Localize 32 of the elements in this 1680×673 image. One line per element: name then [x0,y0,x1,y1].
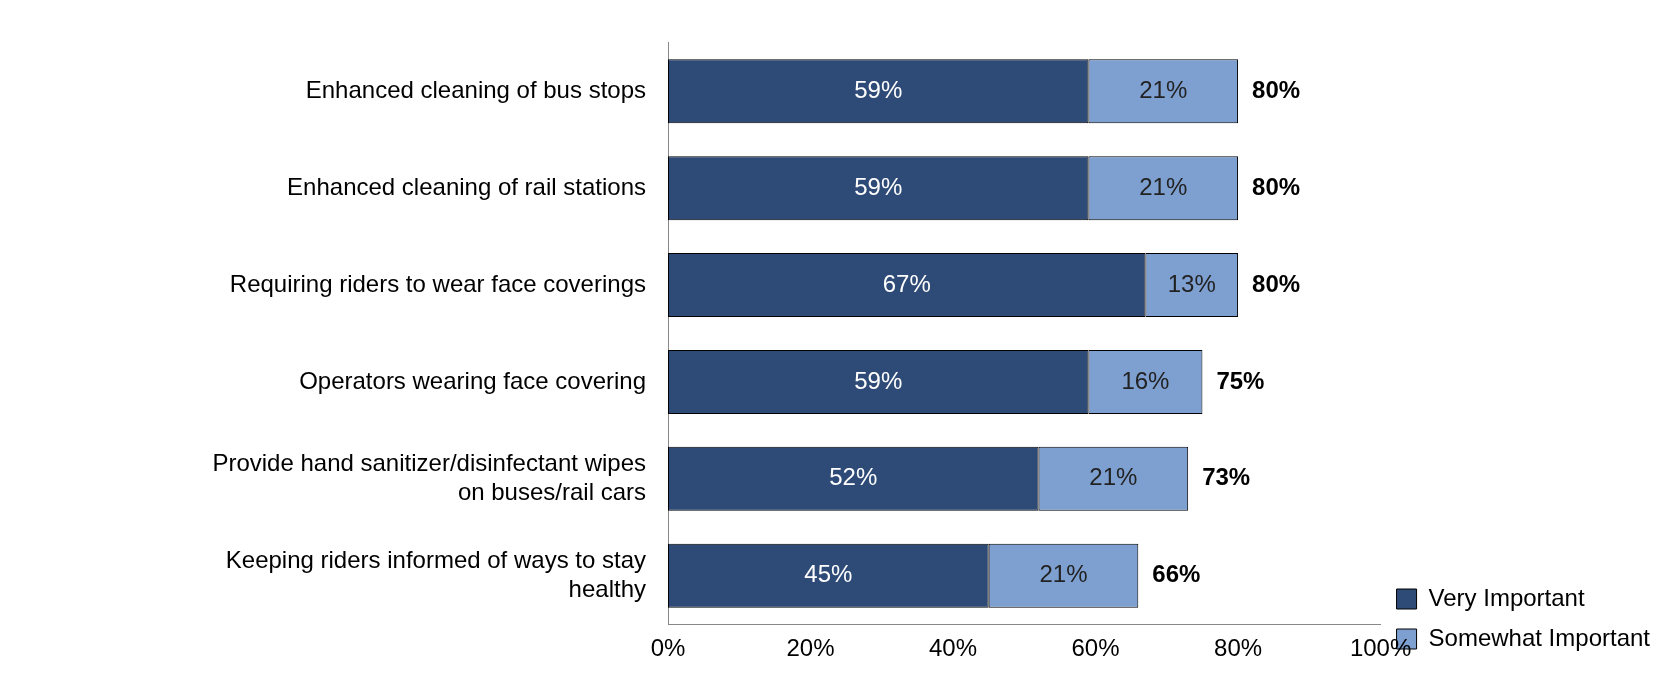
x-tick-label: 20% [786,634,835,662]
legend-label: Somewhat Important [1428,623,1651,651]
y-tick-label: Provide hand sanitizer/disinfectant wipes on buses/rail cars [212,449,646,505]
total-label: 75% [1216,366,1265,394]
total-label: 80% [1252,75,1301,103]
y-tick-label: Enhanced cleaning of rail stations [287,172,646,200]
data-label: 21% [1089,463,1138,491]
data-label: 67% [882,269,931,297]
data-label: 21% [1139,75,1188,103]
y-tick-label: Enhanced cleaning of bus stops [305,75,646,103]
x-tick-label: 80% [1214,634,1263,662]
data-label: 59% [854,75,903,103]
data-label: 59% [854,366,903,394]
y-tick-label: Requiring riders to wear face coverings [229,269,646,297]
data-label: 52% [829,463,878,491]
x-tick-label: 40% [929,634,978,662]
x-tick-label: 60% [1071,634,1120,662]
y-tick-label: Operators wearing face covering [299,366,646,394]
data-label: 45% [804,560,853,588]
data-label: 13% [1167,269,1216,297]
total-label: 73% [1202,463,1251,491]
data-label: 16% [1121,366,1170,394]
legend-label: Very Important [1428,583,1585,611]
total-label: 80% [1252,269,1301,297]
total-label: 80% [1252,172,1301,200]
y-tick-label: Keeping riders informed of ways to stay healthy [225,545,646,602]
data-label: 59% [854,172,903,200]
total-label: 66% [1152,560,1201,588]
x-tick-label: 100% [1349,634,1412,662]
data-label: 21% [1039,560,1088,588]
x-tick-label: 0% [650,634,686,662]
data-label: 21% [1139,172,1188,200]
